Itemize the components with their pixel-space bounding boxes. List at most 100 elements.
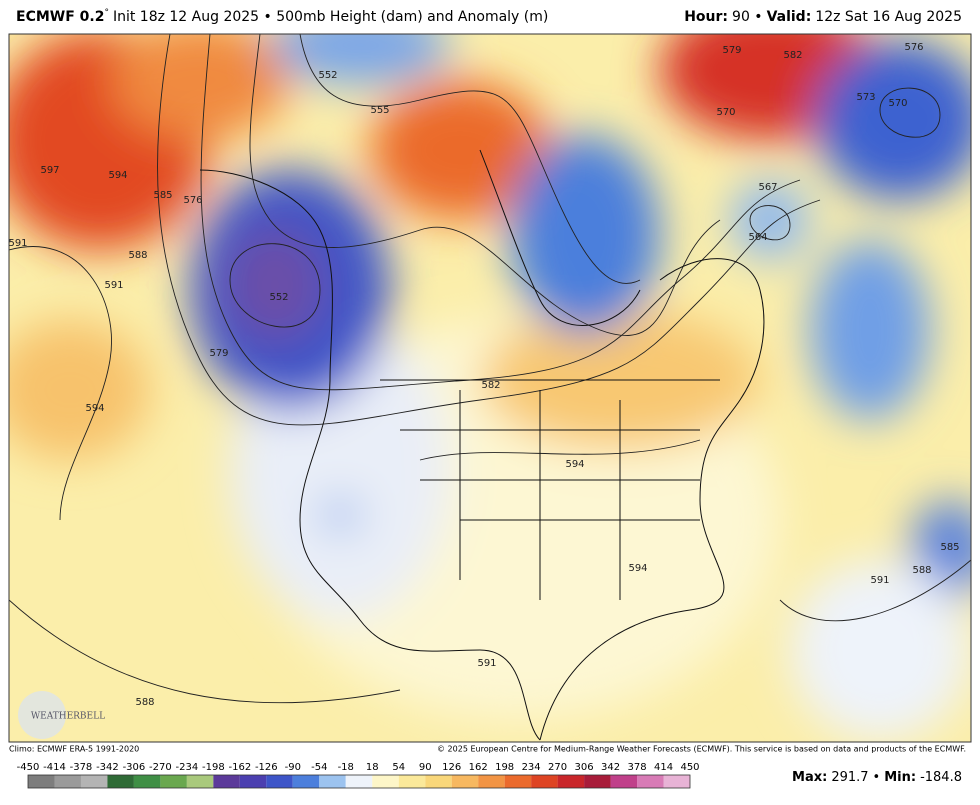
contour-label: 591 xyxy=(8,238,27,249)
contour-label: 594 xyxy=(565,459,584,470)
colorbar-swatch xyxy=(239,775,267,788)
model: ECMWF 0.2 xyxy=(16,9,104,25)
contour-label: 594 xyxy=(85,403,104,414)
contour-label: 576 xyxy=(183,195,202,206)
colorbar-tick-label: 450 xyxy=(680,762,699,773)
contour-label: 591 xyxy=(477,658,496,669)
colorbar: -450 -414 -378 -342 -306 -270 -234 -198 -162 -126… xyxy=(17,762,700,789)
colorbar-tick-label: -18 xyxy=(338,762,354,773)
colorbar-tick-label: -234 xyxy=(176,762,199,773)
colorbar-tick-label: 378 xyxy=(627,762,646,773)
colorbar-tick-label: 126 xyxy=(442,762,461,773)
colorbar-swatch xyxy=(133,775,161,788)
contour-label: 591 xyxy=(870,575,889,586)
contour-label: 573 xyxy=(856,92,875,103)
contour-label: 552 xyxy=(318,70,337,81)
colorbar-swatch xyxy=(80,775,108,788)
colorbar-tick-label: 90 xyxy=(419,762,432,773)
colorbar-tick-label: 306 xyxy=(575,762,594,773)
max-label: Max: xyxy=(792,770,827,785)
colorbar-tick-label: 54 xyxy=(392,762,405,773)
colorbar-tick-label: -126 xyxy=(255,762,278,773)
colorbar-tick-label: -414 xyxy=(43,762,66,773)
colorbar-tick-label: -162 xyxy=(228,762,251,773)
valid: 12z Sat 16 Aug 2025 xyxy=(815,9,962,25)
colorbar-tick-label: -306 xyxy=(123,762,146,773)
colorbar-tick-label: -198 xyxy=(202,762,225,773)
contour-label: 579 xyxy=(209,348,228,359)
colorbar-swatch xyxy=(372,775,399,788)
colorbar-tick-label: 162 xyxy=(469,762,488,773)
colorbar-swatch xyxy=(160,775,187,788)
colorbar-tick-label: 234 xyxy=(522,762,541,773)
min-value: -184.8 xyxy=(920,770,962,785)
colorbar-tick-label: 198 xyxy=(495,762,514,773)
colorbar-swatch xyxy=(504,775,532,788)
contour-label: 570 xyxy=(716,107,735,118)
colorbar-swatch xyxy=(292,775,320,788)
contour-label: 570 xyxy=(888,98,907,109)
colorbar-swatch xyxy=(637,775,664,788)
contour-label: 588 xyxy=(135,697,154,708)
colorbar-swatch xyxy=(398,775,426,788)
contour-label: 582 xyxy=(481,380,500,391)
logo: WEATHERBELL xyxy=(31,712,105,722)
contour-label: 594 xyxy=(108,170,127,181)
contour-label: 585 xyxy=(940,542,959,553)
colorbar-swatch xyxy=(451,775,479,788)
valid-label: Valid: xyxy=(767,9,812,25)
separator: • xyxy=(873,770,881,785)
degree: ° xyxy=(104,8,109,18)
colorbar-swatch xyxy=(425,775,452,788)
contour-label: 594 xyxy=(628,563,647,574)
colorbar-tick-label: -342 xyxy=(96,762,119,773)
contour-label: 588 xyxy=(128,250,147,261)
map: 597 594 591 588 585 576 591 594 552 579 … xyxy=(8,34,971,742)
contour-label: 567 xyxy=(758,182,777,193)
colorbar-tick-label: -378 xyxy=(70,762,93,773)
header-valid: Hour: 90 • Valid: 12z Sat 16 Aug 2025 xyxy=(684,9,962,25)
colorbar-tick-label: -270 xyxy=(149,762,172,773)
header: ECMWF 0.2° Init 18z 12 Aug 2025 • 500mb H… xyxy=(16,8,962,26)
colorbar-swatch xyxy=(557,775,585,788)
description: Init 18z 12 Aug 2025 • 500mb Height (dam… xyxy=(113,9,548,25)
copyright: © 2025 European Centre for Medium-Range … xyxy=(437,745,966,754)
coastlines xyxy=(199,149,765,741)
colorbar-tick-label: 18 xyxy=(366,762,379,773)
contour-label: 582 xyxy=(783,50,802,61)
colorbar-swatch xyxy=(610,775,638,788)
contour-label: 588 xyxy=(912,565,931,576)
contour-label: 591 xyxy=(104,280,123,291)
colorbar-swatch xyxy=(584,775,611,788)
hour: 90 • xyxy=(732,9,763,25)
colorbar-tick-label: -450 xyxy=(17,762,40,773)
colorbar-swatch xyxy=(213,775,240,788)
header-title: ECMWF 0.2° Init 18z 12 Aug 2025 • 500mb H… xyxy=(16,8,548,26)
colorbar-swatch xyxy=(345,775,373,788)
colorbar-swatch xyxy=(531,775,558,788)
colorbar-tick-label: -54 xyxy=(311,762,327,773)
colorbar-frame xyxy=(27,774,691,789)
climo: Climo: ECMWF ERA-5 1991-2020 xyxy=(9,745,139,754)
colorbar-swatch xyxy=(54,775,81,788)
colorbar-swatch xyxy=(319,775,346,788)
map-frame xyxy=(8,33,972,743)
logo-mark xyxy=(18,691,66,739)
anomaly-field xyxy=(9,34,971,740)
contour-label: 597 xyxy=(40,165,59,176)
colorbar-swatch xyxy=(186,775,214,788)
contour-label: 552 xyxy=(269,292,288,303)
colorbar-swatch xyxy=(266,775,293,788)
hour-label: Hour: xyxy=(684,9,728,25)
max-min: Max: 291.7 • Min: -184.8 xyxy=(792,770,962,785)
min-label: Min: xyxy=(884,770,916,785)
contour-label: 579 xyxy=(722,45,741,56)
colorbar-swatch xyxy=(478,775,505,788)
contour-label: 555 xyxy=(370,105,389,116)
colorbar-swatch xyxy=(663,775,690,788)
contour-label: 564 xyxy=(748,232,767,243)
colorbar-tick-label: 270 xyxy=(548,762,567,773)
colorbar-tick-label: 414 xyxy=(654,762,673,773)
